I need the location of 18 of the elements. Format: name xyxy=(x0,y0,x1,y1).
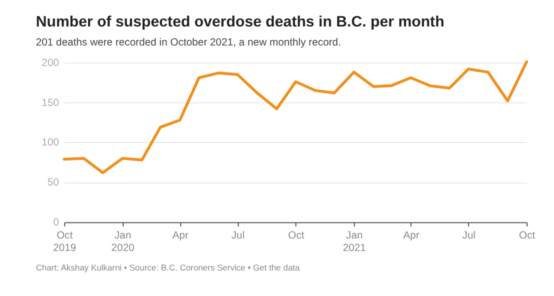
x-tick-label: Jan 2021 xyxy=(342,230,366,254)
y-tick-label: 0 xyxy=(53,218,60,229)
x-tick-label: Apr xyxy=(403,230,420,242)
y-tick-label: 150 xyxy=(42,98,60,109)
x-tick-label: Oct xyxy=(288,230,304,242)
x-tick-label: Oct 2019 xyxy=(53,230,76,254)
x-tick-label: Jul xyxy=(462,230,476,242)
y-tick-label: 200 xyxy=(42,58,60,69)
chart-title: Number of suspected overdose deaths in B.C. per month xyxy=(36,14,444,31)
x-tick-label: Oct xyxy=(519,230,536,242)
x-tick-label: Apr xyxy=(172,230,190,242)
y-tick-label: 50 xyxy=(47,178,60,189)
y-tick-label: 100 xyxy=(42,138,60,149)
line-series xyxy=(62,60,528,174)
x-tick-label: Jul xyxy=(231,230,245,242)
chart-subtitle: 201 deaths were recorded in October 2021, a new monthly record. xyxy=(36,38,341,49)
text: Chart: Akshay Kulkarni • Source: B.C. Coroners Service • Get the data xyxy=(36,262,300,272)
x-tick-label: Jan 2020 xyxy=(111,230,135,254)
